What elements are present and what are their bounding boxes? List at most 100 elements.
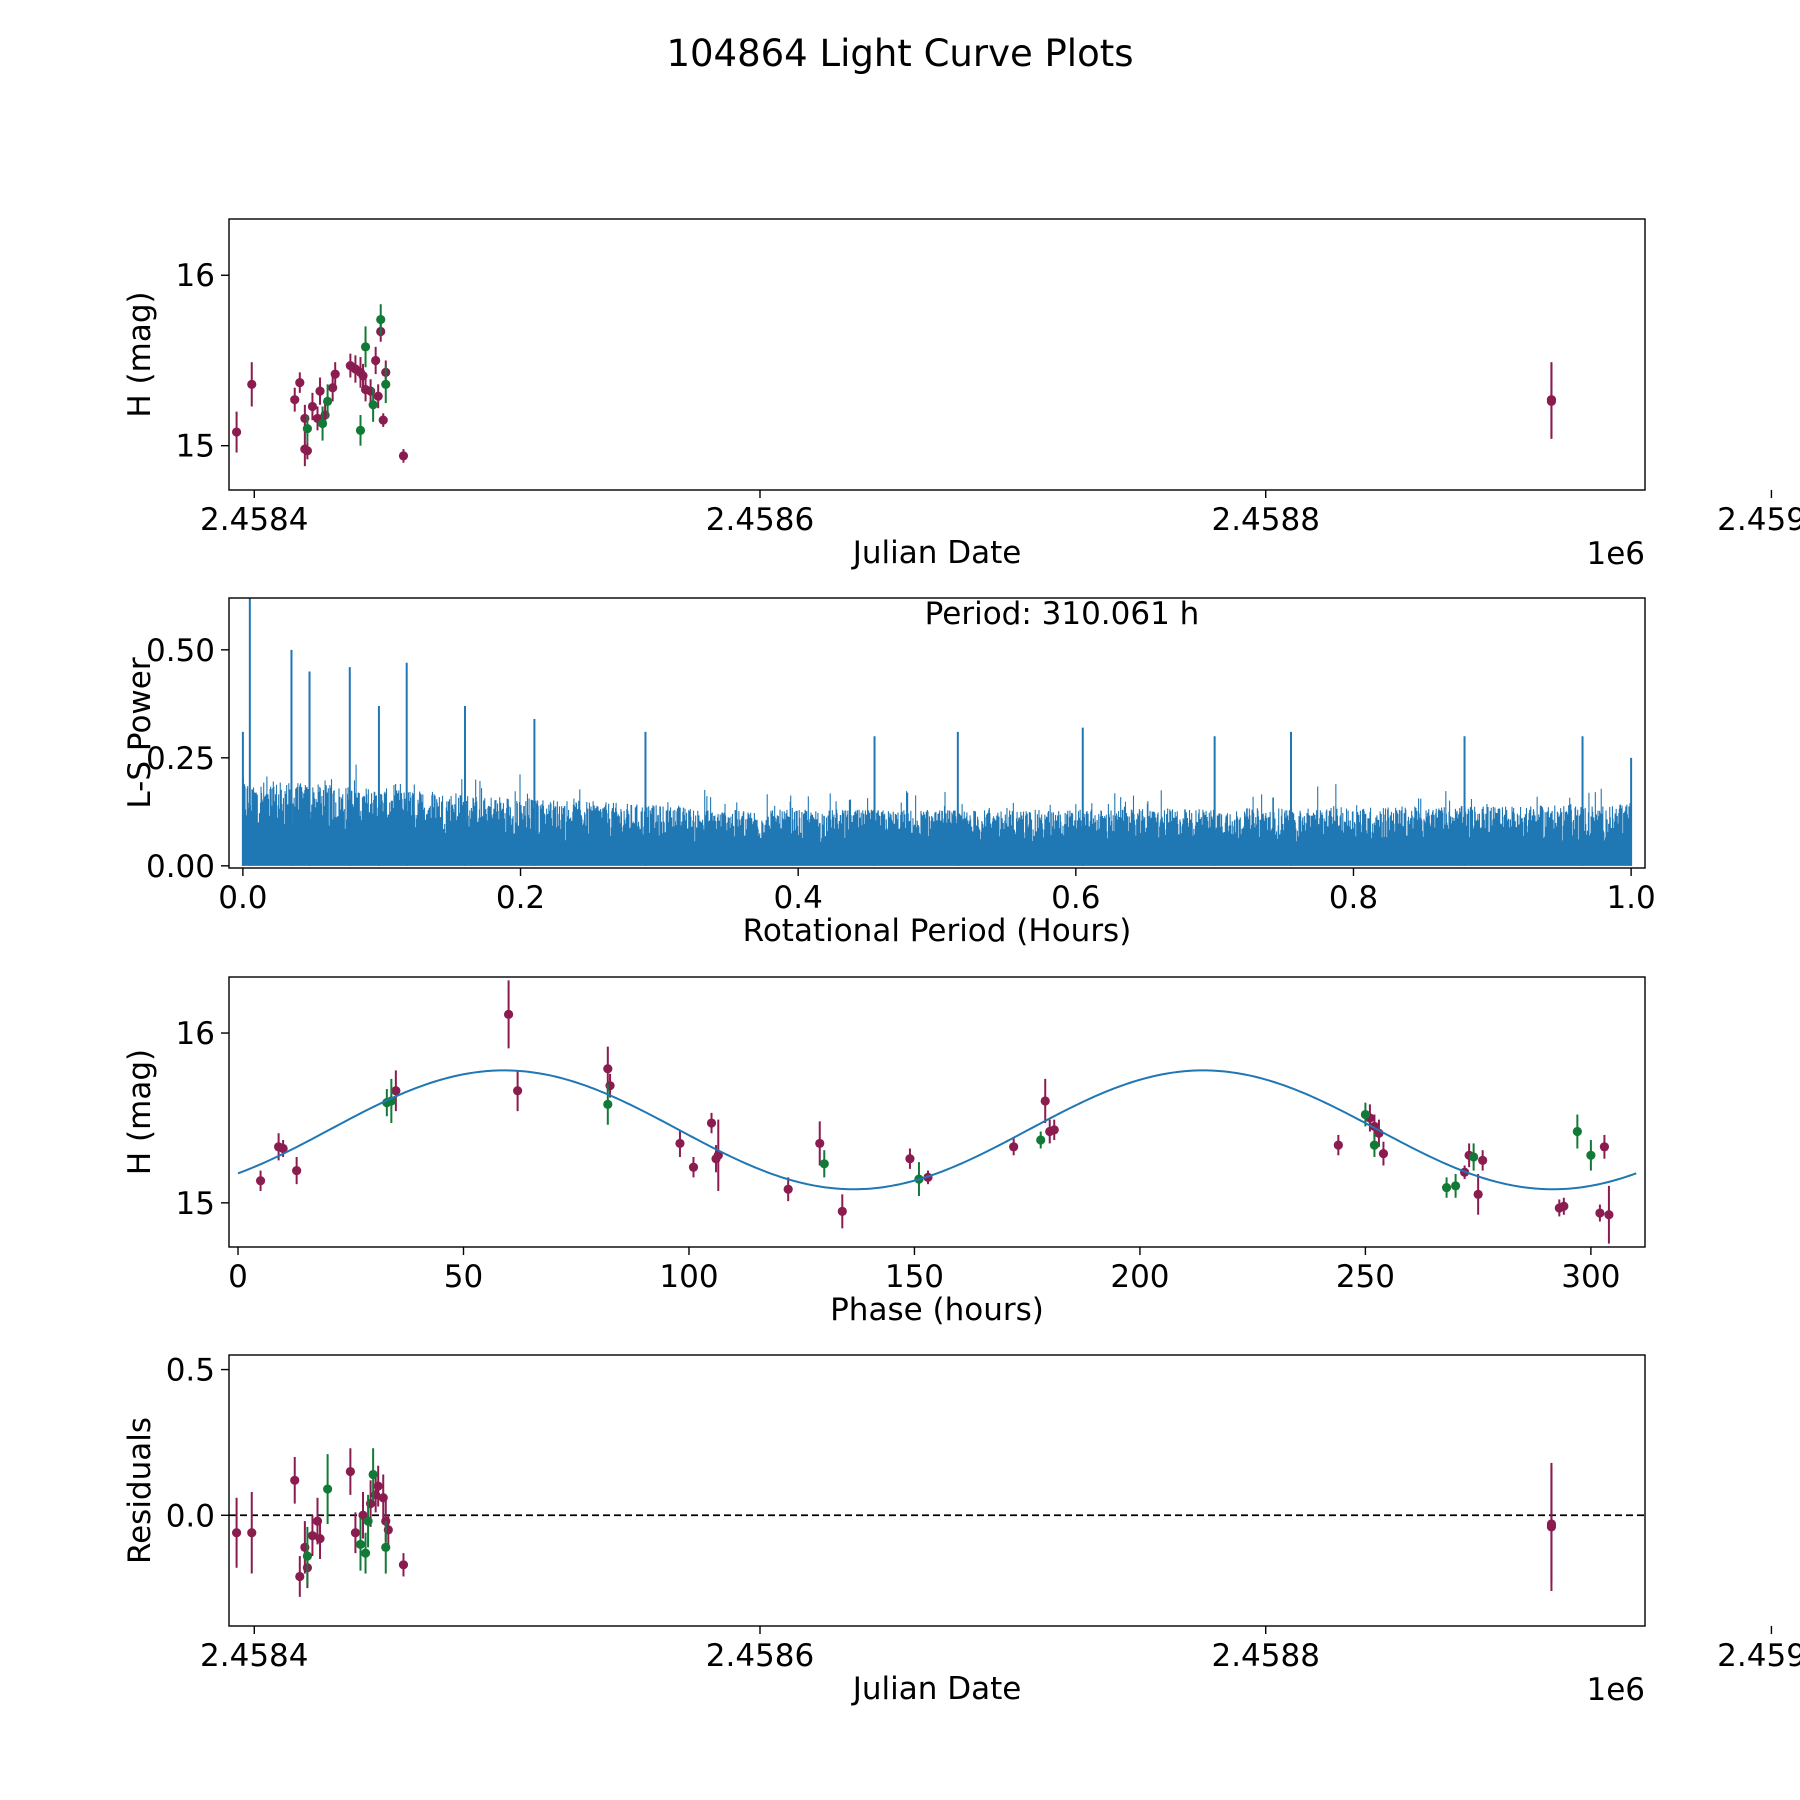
periodogram-frame — [228, 597, 1646, 869]
phased-xtick-label: 250 — [1336, 1259, 1395, 1295]
residuals-point-purple — [378, 1493, 388, 1503]
phased-point-green — [1572, 1126, 1582, 1137]
residuals-point-purple — [1546, 1522, 1557, 1532]
periodogram-ylabel: L-S Power — [122, 657, 158, 808]
residuals-xtick-label: 2.4586 — [706, 1638, 814, 1674]
residuals-point-purple — [1716, 1449, 1725, 1458]
lightcurve-point-green — [381, 379, 391, 389]
lightcurve-point-purple — [1658, 339, 1667, 348]
lightcurve-point-purple — [1681, 390, 1690, 399]
phased-data — [237, 980, 1637, 1244]
residuals-frame — [228, 1354, 1646, 1627]
residuals-point-purple — [1668, 1546, 1677, 1555]
lightcurve-point-purple — [398, 451, 409, 461]
phased-point-purple — [1473, 1189, 1483, 1199]
lightcurve-point-green — [355, 425, 366, 435]
phased-point-green — [603, 1099, 613, 1109]
periodogram-ytick-label: 0.50 — [146, 633, 215, 669]
periodogram-ytick-label: 0.00 — [146, 849, 215, 885]
phased-axes: 0 50 100 150 200 250 300 15 16 — [176, 1016, 1621, 1295]
residuals-xtick-label: 2.4588 — [1211, 1638, 1319, 1674]
phased-point-purple — [278, 1143, 288, 1154]
residuals-point-purple — [398, 1560, 409, 1570]
phased-point-green — [1469, 1152, 1479, 1162]
residuals-point-purple — [231, 1528, 242, 1538]
lightcurve-xtick-label: 2.4584 — [200, 502, 308, 538]
panel-periodogram: 0.0 0.2 0.4 0.6 0.8 1.0 0.00 0.25 0.50 Period: 3… — [122, 596, 1656, 949]
phased-point-green — [1369, 1140, 1380, 1150]
lightcurve-data — [231, 304, 1690, 467]
lightcurve-point-purple — [307, 401, 318, 412]
periodogram-xtick-label: 0.8 — [1329, 880, 1378, 916]
phased-fit-curve — [237, 1069, 1637, 1191]
phased-point-green — [1441, 1182, 1452, 1193]
lightcurve-point-purple — [378, 415, 388, 425]
phased-point-purple — [1595, 1208, 1605, 1218]
phased-xtick-label: 200 — [1110, 1259, 1169, 1295]
panel-lightcurve: 2.45842.45862.45882.45902.45922.45941516… — [122, 218, 1800, 572]
phased-point-purple — [255, 1176, 266, 1186]
phased-xtick-label: 100 — [659, 1259, 718, 1295]
phased-ytick-label: 16 — [176, 1016, 215, 1052]
phased-ytick-label: 15 — [176, 1186, 215, 1222]
lightcurve-point-purple — [1546, 396, 1557, 406]
lightcurve-point-purple — [315, 386, 325, 396]
residuals-point-purple — [290, 1475, 300, 1485]
lightcurve-point-green — [360, 342, 371, 352]
phased-point-purple — [391, 1086, 401, 1096]
lightcurve-xlabel: Julian Date — [851, 535, 1022, 571]
phased-frame — [228, 976, 1646, 1248]
residuals-point-green — [363, 1516, 373, 1526]
phased-point-purple — [292, 1165, 302, 1176]
periodogram-xtick-label: 1.0 — [1606, 880, 1655, 916]
figure-title: 104864 Light Curve Plots — [666, 32, 1133, 75]
residuals-ytick-label: 0.0 — [166, 1498, 215, 1534]
phased-point-purple — [1333, 1140, 1343, 1150]
residuals-point-green — [381, 1542, 391, 1552]
residuals-point-green — [302, 1551, 312, 1561]
residuals-point-green — [360, 1548, 371, 1558]
residuals-xlabel: Julian Date — [851, 1671, 1022, 1707]
lightcurve-point-purple — [295, 378, 305, 388]
lightcurve-point-purple — [330, 369, 340, 379]
lightcurve-point-green — [376, 314, 386, 325]
lightcurve-xtick-label: 2.4588 — [1211, 502, 1319, 538]
period-annotation: Period: 310.061 h — [925, 596, 1200, 632]
phased-point-purple — [603, 1064, 613, 1074]
phased-point-purple — [1009, 1142, 1019, 1152]
phased-point-green — [1360, 1109, 1371, 1120]
periodogram-xtick-label: 0.2 — [496, 880, 545, 916]
lightcurve-point-purple — [373, 391, 383, 401]
periodogram-xtick-label: 0.4 — [774, 880, 823, 916]
periodogram-ytick-label: 0.25 — [146, 741, 215, 777]
lightcurve-xtick-label: 2.4586 — [706, 502, 814, 538]
phased-point-green — [1586, 1150, 1596, 1160]
lightcurve-point-green — [368, 400, 378, 410]
phased-point-purple — [513, 1086, 523, 1096]
lightcurve-point-purple — [1668, 330, 1677, 339]
periodogram-data — [241, 598, 1633, 866]
residuals-point-purple — [307, 1531, 318, 1541]
periodogram-xtick-label: 0.6 — [1051, 880, 1100, 916]
lightcurve-frame — [228, 218, 1646, 491]
lightcurve-point-green — [317, 418, 328, 429]
lightcurve-point-purple — [371, 355, 381, 366]
residuals-point-green — [368, 1469, 378, 1480]
residuals-point-purple — [350, 1528, 361, 1538]
lightcurve-point-purple — [302, 446, 312, 456]
residuals-axes: 2.45842.45862.45882.45902.45922.45940.00… — [166, 1353, 1800, 1674]
phased-ylabel: H (mag) — [122, 1049, 158, 1175]
lightcurve-ytick-label: 16 — [176, 258, 215, 294]
lightcurve-point-green — [302, 424, 312, 434]
phased-point-purple — [905, 1154, 915, 1164]
phased-xtick-label: 0 — [228, 1259, 248, 1295]
phased-point-purple — [706, 1118, 717, 1128]
residuals-point-purple — [247, 1528, 257, 1538]
lightcurve-point-purple — [231, 427, 242, 437]
periodogram-spectrum-line — [242, 764, 1632, 866]
phased-point-purple — [503, 1009, 514, 1019]
phased-point-purple — [675, 1138, 685, 1149]
